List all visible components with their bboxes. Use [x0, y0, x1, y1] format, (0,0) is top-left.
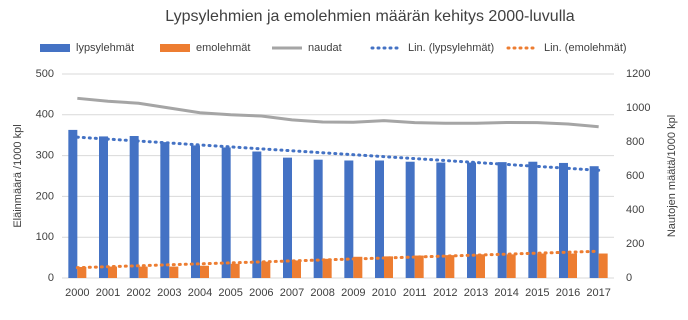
bar [138, 266, 148, 278]
y2-tick-label: 600 [626, 170, 644, 182]
x-tick-label: 2011 [403, 287, 427, 299]
x-tick-label: 2006 [249, 287, 273, 299]
bar [68, 129, 78, 278]
bar [353, 256, 363, 278]
bar [405, 161, 415, 278]
x-tick-label: 2002 [126, 287, 150, 299]
legend-label: lypsylehmät [76, 42, 134, 54]
bar [344, 160, 354, 278]
bar [445, 255, 455, 278]
y-tick-label: 0 [48, 272, 54, 284]
line [77, 96, 599, 129]
bar [221, 147, 231, 278]
chart-title: Lypsylehmien ja emolehmien määrän kehity… [165, 8, 575, 25]
x-tick-label: 2017 [586, 287, 610, 299]
bar [160, 142, 170, 278]
bar [252, 151, 262, 278]
y2-tick-label: 200 [626, 238, 644, 250]
bar [384, 256, 393, 278]
bar [497, 162, 507, 278]
bar [322, 258, 332, 278]
x-tick-label: 2010 [372, 287, 396, 299]
y2-tick-label: 1200 [626, 68, 650, 80]
y-tick-label: 500 [36, 68, 54, 80]
trendline [75, 249, 601, 270]
bar [476, 254, 485, 278]
bar [414, 255, 424, 278]
y-tick-label: 100 [36, 231, 54, 243]
bar [191, 145, 200, 278]
legend-label: Lin. (lypsylehmät) [408, 42, 494, 54]
x-tick-label: 2004 [188, 287, 212, 299]
x-tick-label: 2016 [556, 287, 580, 299]
bar [375, 160, 384, 278]
bar [99, 136, 108, 278]
y-tick-label: 200 [36, 190, 54, 202]
bar [261, 261, 271, 278]
x-tick-label: 2014 [494, 287, 518, 299]
y2-tick-label: 800 [626, 136, 644, 148]
bar [568, 253, 577, 278]
x-tick-label: 2003 [157, 287, 181, 299]
bar [589, 166, 599, 278]
bar [292, 260, 301, 278]
x-tick-label: 2009 [341, 287, 365, 299]
trendline [75, 135, 601, 172]
y-axis-label: Eläinmäärä /1000 kpl [12, 124, 24, 227]
y-tick-label: 300 [36, 150, 54, 162]
x-tick-label: 2001 [96, 287, 120, 299]
y-tick-label: 400 [36, 109, 54, 121]
y2-axis-label: Nautojen määtä/1000 kpl [666, 115, 678, 237]
bar [169, 266, 179, 278]
x-tick-label: 2013 [464, 287, 488, 299]
bar [313, 159, 323, 278]
legend-label: naudat [308, 42, 342, 54]
bar [467, 162, 476, 278]
bar [598, 253, 608, 278]
x-tick-label: 2008 [310, 287, 334, 299]
bar [283, 157, 292, 278]
x-tick-label: 2000 [65, 287, 89, 299]
x-tick-label: 2012 [433, 287, 457, 299]
bar [230, 263, 240, 278]
x-tick-label: 2015 [525, 287, 549, 299]
legend-label: emolehmät [196, 42, 250, 54]
bar [108, 266, 117, 278]
y2-tick-label: 0 [626, 272, 632, 284]
x-tick-label: 2005 [218, 287, 242, 299]
bar [559, 162, 568, 278]
bar [436, 162, 446, 278]
bar [528, 161, 538, 278]
y2-tick-label: 400 [626, 204, 644, 216]
bar [506, 254, 516, 278]
bar [200, 265, 209, 278]
y2-tick-label: 1000 [626, 102, 650, 114]
legend-label: Lin. (emolehmät) [544, 42, 627, 54]
legend-swatch [40, 44, 70, 52]
x-tick-label: 2007 [280, 287, 304, 299]
bar [537, 253, 547, 278]
bar [77, 266, 87, 278]
bar [129, 136, 139, 278]
legend-swatch [160, 44, 190, 52]
